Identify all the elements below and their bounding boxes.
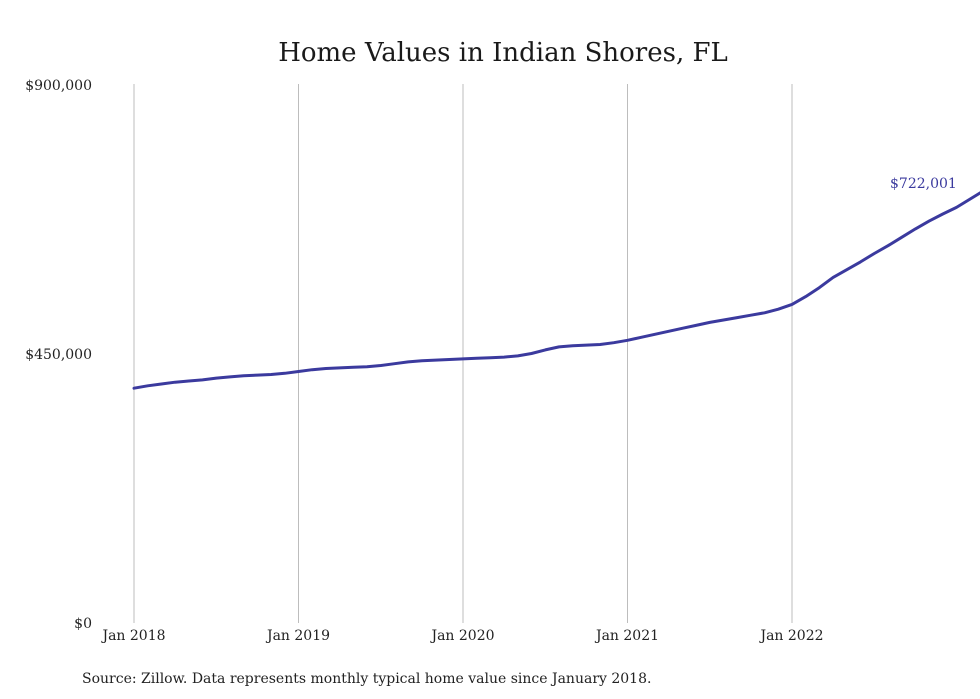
source-note: Source: Zillow. Data represents monthly …: [82, 671, 651, 687]
series-line-home-value: [132, 191, 980, 390]
x-tick-label-4: Jan 2022: [758, 628, 823, 644]
y-tick-label-450000: $450,000: [25, 347, 92, 363]
x-axis-ticks: Jan 2018 Jan 2019 Jan 2020 Jan 2021 Jan 2022: [100, 628, 823, 644]
x-tick-label-2: Jan 2020: [429, 628, 494, 644]
end-value-label: $722,001: [890, 176, 957, 192]
x-tick-label-3: Jan 2021: [594, 628, 659, 644]
chart-title: Home Values in Indian Shores, FL: [278, 38, 728, 68]
y-tick-label-900000: $900,000: [25, 78, 92, 94]
x-tick-label-0: Jan 2018: [100, 628, 165, 644]
vertical-gridlines: [133, 84, 793, 623]
x-tick-label-1: Jan 2019: [265, 628, 330, 644]
y-tick-label-0: $0: [74, 616, 92, 632]
